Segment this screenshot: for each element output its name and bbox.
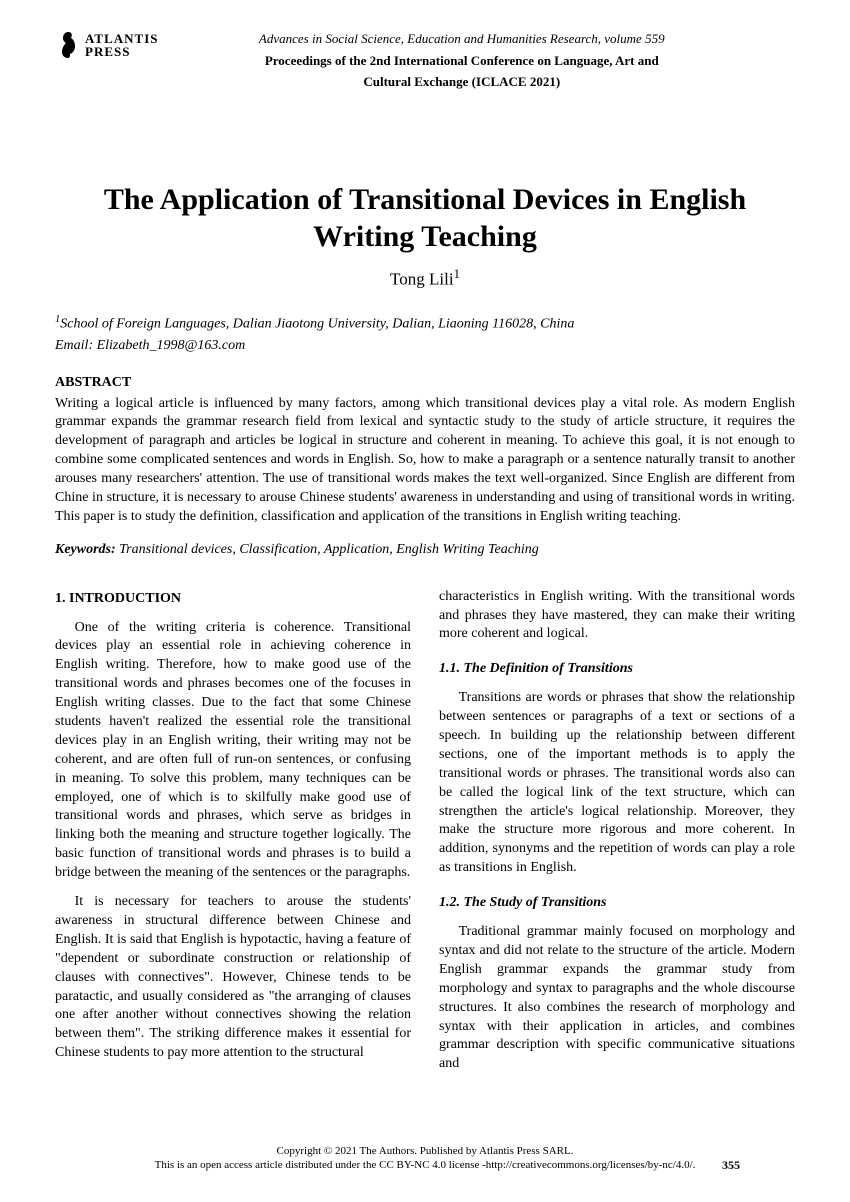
paper-title: The Application of Transitional Devices … [55,181,795,256]
series-line: Advances in Social Science, Education an… [159,30,765,48]
keywords-list: Transitional devices, Classification, Ap… [116,542,539,557]
email-line: Email: Elizabeth_1998@163.com [55,337,795,356]
subsection-heading-definition: 1.1. The Definition of Transitions [439,660,795,679]
author-line: Tong Lili1 [55,266,795,292]
col2-para-2: Traditional grammar mainly focused on mo… [439,923,795,1074]
proceedings-line-2: Cultural Exchange (ICLACE 2021) [159,73,765,91]
abstract-body: Writing a logical article is influenced … [55,395,795,527]
page-header: ATLANTIS PRESS Advances in Social Scienc… [55,30,795,91]
column-right: characteristics in English writing. With… [439,588,795,1084]
author-superscript: 1 [454,267,460,281]
publisher-logo: ATLANTIS PRESS [55,30,159,60]
page-footer: Copyright © 2021 The Authors. Published … [55,1144,795,1173]
keywords-label: Keywords: [55,542,116,557]
col1-para-2: It is necessary for teachers to arouse t… [55,893,411,1063]
author-name: Tong Lili [390,269,454,288]
column-left: 1. INTRODUCTION One of the writing crite… [55,588,411,1084]
logo-text-bottom: PRESS [85,45,159,58]
keywords-line: Keywords: Transitional devices, Classifi… [55,541,795,560]
proceedings-line-1: Proceedings of the 2nd International Con… [159,52,765,70]
publisher-logo-text: ATLANTIS PRESS [85,32,159,58]
page-number: 355 [722,1158,740,1174]
col1-para-1: One of the writing criteria is coherence… [55,619,411,883]
affiliation-line: 1School of Foreign Languages, Dalian Jia… [55,313,795,335]
col2-para-top: characteristics in English writing. With… [439,588,795,645]
subsection-heading-study: 1.2. The Study of Transitions [439,894,795,913]
copyright-line: Copyright © 2021 The Authors. Published … [55,1144,795,1158]
header-center: Advances in Social Science, Education an… [159,30,795,91]
abstract-heading: ABSTRACT [55,374,795,393]
col2-para-1: Transitions are words or phrases that sh… [439,689,795,878]
affiliation-text: School of Foreign Languages, Dalian Jiao… [60,317,574,332]
atlantis-logo-icon [55,30,81,60]
license-line: This is an open access article distribut… [55,1158,795,1172]
section-heading-introduction: 1. INTRODUCTION [55,590,411,609]
body-columns: 1. INTRODUCTION One of the writing crite… [55,588,795,1084]
